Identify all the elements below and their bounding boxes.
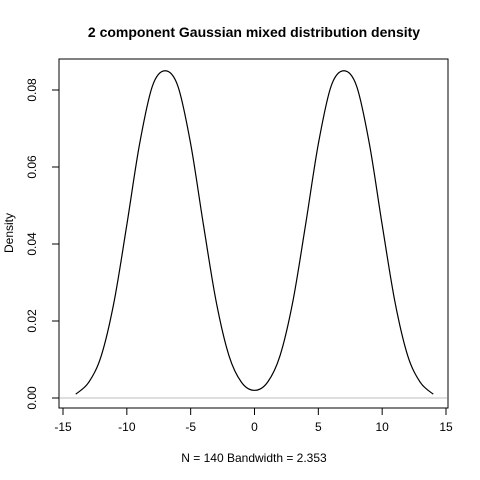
- y-tick-label: 0.00: [25, 386, 39, 410]
- y-tick-label: 0.06: [25, 155, 39, 179]
- x-tick-label: -15: [54, 420, 72, 434]
- chart-title: 2 component Gaussian mixed distribution …: [88, 24, 420, 40]
- x-tick-label: 0: [251, 420, 258, 434]
- x-tick-label: 15: [439, 420, 453, 434]
- density-curve: [75, 70, 434, 395]
- x-tick-label: -10: [118, 420, 136, 434]
- plot-frame: [58, 58, 449, 409]
- x-tick-label: 5: [315, 420, 322, 434]
- y-tick-label: 0.02: [25, 309, 39, 333]
- y-tick-label: 0.08: [25, 78, 39, 102]
- x-axis: -15 -10 -5 0 5 10 15: [54, 407, 453, 434]
- y-axis: 0.00 0.02 0.04 0.06 0.08: [25, 78, 60, 410]
- x-axis-label: N = 140 Bandwidth = 2.353: [181, 451, 327, 465]
- x-tick-label: 10: [375, 420, 389, 434]
- y-axis-label: Density: [2, 213, 16, 253]
- y-tick-label: 0.04: [25, 232, 39, 256]
- x-tick-label: -5: [185, 420, 196, 434]
